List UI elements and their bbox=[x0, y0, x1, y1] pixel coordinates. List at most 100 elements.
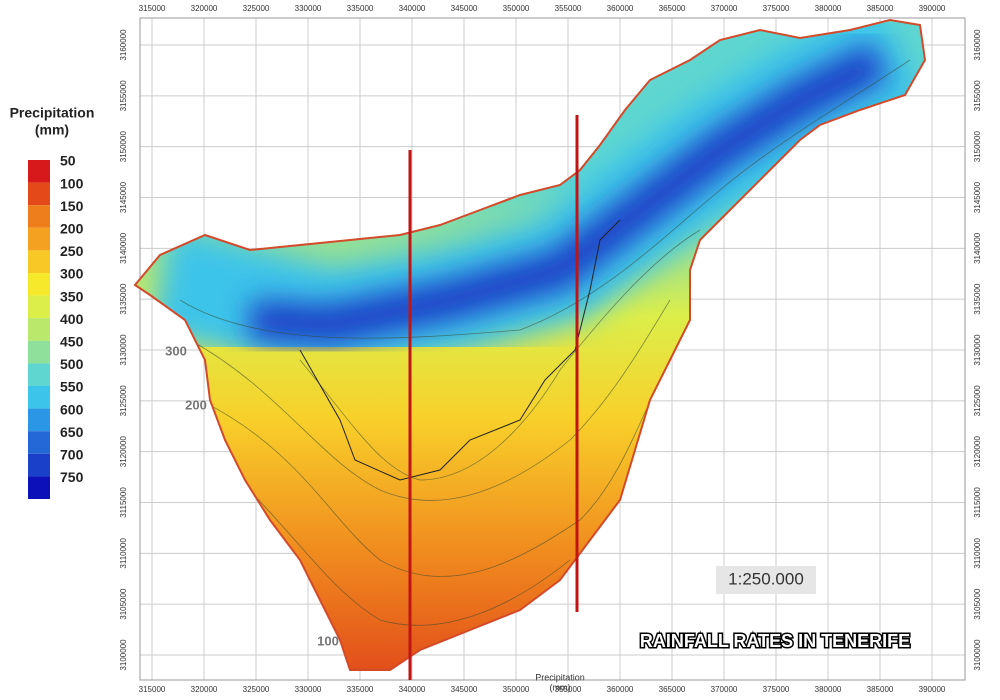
x-tick-label: 360000 bbox=[607, 685, 634, 694]
y-tick-label: 3125000 bbox=[973, 385, 982, 417]
legend-label: 150 bbox=[60, 198, 84, 214]
y-tick-label: 3110000 bbox=[973, 538, 982, 569]
legend-label: 700 bbox=[60, 447, 84, 463]
x-tick-label: 320000 bbox=[191, 4, 218, 13]
y-tick-label: 3140000 bbox=[119, 232, 128, 264]
legend-swatch bbox=[28, 476, 50, 499]
x-tick-label: 330000 bbox=[295, 685, 322, 694]
legend-label: 500 bbox=[60, 356, 84, 372]
map-frame bbox=[139, 17, 966, 681]
x-tick-label: 390000 bbox=[919, 4, 946, 13]
y-tick-label: 3135000 bbox=[119, 283, 128, 315]
x-tick-label: 340000 bbox=[399, 4, 426, 13]
legend-swatch bbox=[28, 182, 50, 206]
legend-label: 350 bbox=[60, 288, 84, 304]
legend-label: 250 bbox=[60, 243, 84, 259]
y-tick-label: 3155000 bbox=[119, 80, 128, 112]
x-tick-label: 385000 bbox=[867, 685, 894, 694]
legend-swatch bbox=[28, 431, 50, 454]
x-tick-label: 365000 bbox=[659, 4, 686, 13]
y-tick-label: 3120000 bbox=[119, 436, 128, 468]
x-tick-label: 350000 bbox=[503, 685, 530, 694]
x-tick-label: 325000 bbox=[243, 4, 270, 13]
legend-label: 300 bbox=[60, 266, 84, 282]
x-tick-label: 330000 bbox=[295, 4, 322, 13]
x-tick-label: 355000 bbox=[555, 4, 582, 13]
legend-swatch bbox=[28, 273, 50, 296]
legend-title: Precipitation bbox=[10, 105, 95, 121]
x-tick-label: 380000 bbox=[815, 685, 842, 694]
legend-swatch bbox=[28, 160, 50, 183]
y-tick-label: 3135000 bbox=[973, 283, 982, 315]
y-tick-label: 3105000 bbox=[973, 588, 982, 620]
y-tick-label: 3115000 bbox=[973, 487, 982, 518]
y-tick-label: 3145000 bbox=[119, 181, 128, 213]
y-tick-label: 3150000 bbox=[119, 131, 128, 163]
legend-swatch bbox=[28, 363, 50, 386]
legend-swatch bbox=[28, 295, 50, 319]
legend-swatch bbox=[28, 408, 50, 432]
y-tick-label: 3100000 bbox=[973, 639, 982, 671]
x-tick-label: 345000 bbox=[451, 4, 478, 13]
legend-label: 50 bbox=[60, 153, 76, 169]
x-tick-label: 390000 bbox=[919, 685, 946, 694]
x-tick-label: 315000 bbox=[139, 685, 166, 694]
y-tick-label: 3105000 bbox=[119, 588, 128, 620]
x-tick-label: 365000 bbox=[659, 685, 686, 694]
legend-swatch bbox=[28, 318, 50, 341]
legend-swatch bbox=[28, 453, 50, 477]
caldera-line bbox=[299, 219, 621, 481]
y-tick-label: 3115000 bbox=[119, 487, 128, 518]
x-tick-label: 315000 bbox=[139, 4, 166, 13]
scale-box bbox=[716, 566, 816, 594]
y-tick-label: 3130000 bbox=[119, 334, 128, 366]
legend-label: 450 bbox=[60, 334, 84, 350]
x-tick-label: 340000 bbox=[399, 685, 426, 694]
x-tick-label: 375000 bbox=[763, 4, 790, 13]
y-tick-label: 3110000 bbox=[119, 538, 128, 569]
y-tick-label: 3130000 bbox=[973, 334, 982, 366]
legend-title: (mm) bbox=[35, 122, 69, 138]
contour-label: 300 bbox=[165, 343, 187, 358]
y-tick-label: 3155000 bbox=[973, 80, 982, 112]
x-tick-label: 335000 bbox=[347, 4, 374, 13]
footer-label: Precipitation bbox=[535, 672, 585, 682]
x-tick-label: 370000 bbox=[711, 685, 738, 694]
contour-label: 200 bbox=[185, 397, 207, 412]
x-tick-label: 325000 bbox=[243, 685, 270, 694]
contour-label: 100 bbox=[317, 633, 339, 648]
legend-swatch bbox=[28, 205, 50, 228]
legend-label: 750 bbox=[60, 469, 84, 485]
y-tick-label: 3160000 bbox=[973, 29, 982, 61]
x-tick-label: 370000 bbox=[711, 4, 738, 13]
legend-label: 650 bbox=[60, 424, 84, 440]
x-tick-label: 350000 bbox=[503, 4, 530, 13]
x-tick-label: 345000 bbox=[451, 685, 478, 694]
x-tick-label: 360000 bbox=[607, 4, 634, 13]
x-tick-label: 375000 bbox=[763, 685, 790, 694]
y-tick-label: 3160000 bbox=[119, 29, 128, 61]
x-tick-label: 355000 bbox=[555, 685, 582, 694]
x-tick-label: 380000 bbox=[815, 4, 842, 13]
y-tick-label: 3150000 bbox=[973, 131, 982, 163]
scale: 1:250.000 bbox=[728, 569, 804, 588]
legend-swatch bbox=[28, 340, 50, 364]
legend-label: 100 bbox=[60, 175, 84, 191]
contours bbox=[179, 59, 911, 626]
legend-label: 600 bbox=[60, 401, 84, 417]
y-tick-label: 3125000 bbox=[119, 385, 128, 417]
y-tick-label: 3120000 bbox=[973, 436, 982, 468]
legend-label: 400 bbox=[60, 311, 84, 327]
legend-label: 550 bbox=[60, 379, 84, 395]
x-tick-label: 335000 bbox=[347, 685, 374, 694]
legend-label: 200 bbox=[60, 221, 84, 237]
x-tick-label: 385000 bbox=[867, 4, 894, 13]
legend-swatch bbox=[28, 250, 50, 273]
legend-swatch bbox=[28, 386, 50, 409]
footer-label: (mm) bbox=[550, 682, 571, 692]
y-tick-label: 3145000 bbox=[973, 181, 982, 213]
y-tick-label: 3100000 bbox=[119, 639, 128, 671]
legend-swatch bbox=[28, 227, 50, 251]
